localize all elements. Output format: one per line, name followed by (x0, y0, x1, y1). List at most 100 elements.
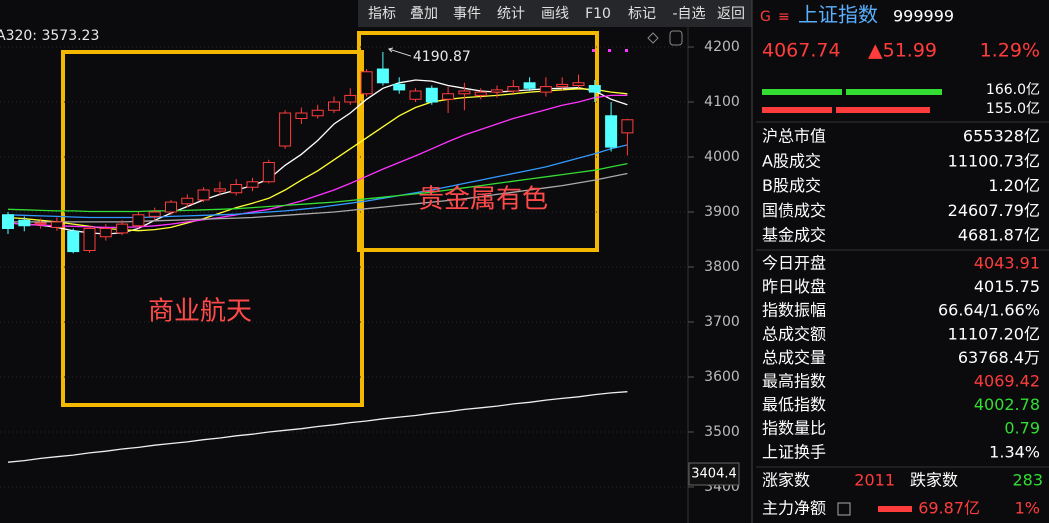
row-value: 66.64/1.66% (938, 301, 1040, 320)
change: ▲51.99 (868, 40, 937, 62)
ma-line (7, 391, 628, 463)
dots (592, 49, 628, 52)
candle-body (83, 228, 96, 252)
candle-body (393, 83, 406, 91)
candle-body (279, 112, 292, 147)
row-label: B股成交 (762, 176, 821, 195)
index-name: 上证指数 (798, 3, 878, 27)
y-tick-label: 3700 (704, 314, 740, 330)
candle-body (213, 188, 226, 192)
candle-body (328, 101, 340, 111)
toolbar-button[interactable]: 事件 (453, 6, 481, 22)
row-value: 655328亿 (963, 127, 1040, 146)
row-label: 指数量比 (762, 419, 826, 438)
candle-body (262, 162, 275, 183)
vol-bar (762, 107, 832, 113)
cursor-label: 3404.4 (691, 467, 737, 482)
candle-body (474, 91, 487, 96)
row-label: A股成交 (762, 151, 821, 170)
toolbar-button[interactable]: 叠加 (410, 6, 438, 22)
candle-body (148, 211, 161, 217)
icon[interactable] (647, 32, 659, 44)
candle-body (458, 90, 471, 95)
candle-body (425, 87, 438, 103)
menu-icon[interactable]: ≡ (778, 9, 790, 25)
candle-body (197, 189, 210, 201)
row-value: 24607.79亿 (948, 201, 1040, 220)
row-value: 2011 (854, 471, 895, 490)
row-value: 4681.87亿 (958, 226, 1040, 245)
candle-body (116, 223, 129, 234)
row-value: 63768.4万 (958, 348, 1040, 367)
row-value: 4015.75 (974, 277, 1040, 296)
candle-body (181, 197, 194, 205)
candle-body (409, 90, 422, 100)
candle-body (165, 201, 177, 213)
y-tick-label: 3600 (704, 369, 740, 385)
candle-body (442, 93, 455, 100)
row-label: 跌家数 (910, 471, 958, 490)
candle-body (50, 221, 63, 228)
row-label: 主力净额 (762, 499, 826, 518)
row-value: 4069.42 (974, 372, 1040, 391)
scroll-icon[interactable] (669, 30, 683, 46)
vol-bar (836, 107, 930, 113)
candle-body (344, 94, 357, 103)
candle-body (2, 214, 14, 230)
candle-body (605, 115, 618, 148)
vol-bar (762, 89, 842, 95)
annotation-text: 商业航天 (148, 297, 252, 327)
candle-body (230, 184, 243, 194)
candle-body (34, 222, 47, 225)
candle-body (588, 85, 601, 93)
candle-body (491, 89, 503, 93)
candle-body (507, 86, 520, 92)
peak-arrow (387, 47, 412, 57)
vol-label: 155.0亿 (986, 101, 1040, 117)
badge: G (760, 9, 771, 25)
cursor-box (688, 462, 740, 486)
row-label: 国债成交 (762, 201, 826, 220)
row-value: 11107.20亿 (948, 324, 1040, 343)
candle-body (556, 83, 569, 88)
annotation-box (357, 31, 599, 252)
y-tick-label: 3900 (704, 204, 740, 220)
row-value: 1% (1015, 499, 1040, 518)
toolbar-button[interactable]: F10 (585, 6, 611, 22)
row-label: 最高指数 (762, 372, 826, 391)
toolbar-button[interactable]: 统计 (497, 6, 525, 22)
candle-body (18, 219, 31, 227)
ma-label: A320: 3573.23 (0, 28, 99, 44)
toolbar-button[interactable]: 指标 (368, 6, 396, 22)
toolbar-button[interactable]: -自选 (672, 6, 705, 22)
candle-body (246, 181, 259, 188)
candle-body (132, 214, 145, 227)
row-label: 总成交量 (762, 348, 826, 367)
row-label: 昨日收盘 (762, 277, 826, 296)
candle-body (572, 82, 585, 87)
row-value: 4002.78 (974, 395, 1040, 414)
candle-body (99, 228, 112, 238)
flow-bar (878, 506, 912, 512)
y-tick-label: 3800 (704, 259, 740, 275)
toolbar (358, 0, 752, 27)
row-value: 4043.91 (974, 254, 1040, 273)
row-label: 今日开盘 (762, 254, 826, 273)
candle-body (376, 68, 389, 84)
flow-icon (837, 502, 851, 516)
ma-line (8, 172, 628, 223)
candle-body (539, 86, 552, 93)
row-label: 沪总市值 (762, 127, 826, 146)
annotation-text: 贵金属有色 (418, 185, 548, 215)
toolbar-button[interactable]: 返回 (717, 6, 745, 22)
row-label: 上证换手 (762, 442, 826, 461)
y-tick-label: 4000 (704, 149, 740, 165)
toolbar-button[interactable]: 画线 (541, 6, 569, 22)
row-value: 0.79 (1004, 419, 1040, 438)
row-label: 指数振幅 (762, 301, 826, 320)
y-tick-label: 4100 (704, 94, 740, 110)
candle-body (523, 82, 536, 89)
ma-line (7, 144, 628, 219)
index-code: 999999 (893, 7, 954, 26)
toolbar-button[interactable]: 标记 (628, 6, 656, 22)
